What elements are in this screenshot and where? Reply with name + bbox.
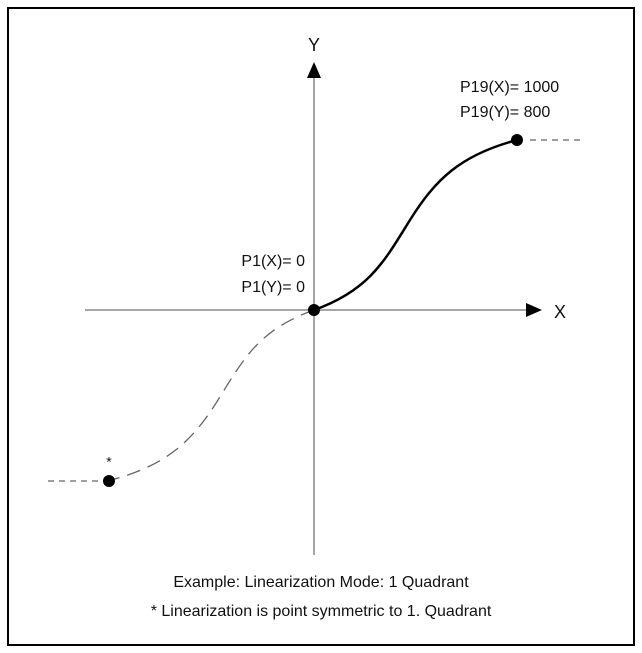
x-axis-label: X [554,302,566,322]
point-mirror [103,475,115,487]
point-label: P1(Y)= 0 [241,279,305,296]
caption: Example: Linearization Mode: 1 Quadrant [173,574,469,591]
asterisk: * [106,454,112,470]
point-label: P1(X)= 0 [241,253,305,270]
y-arrow [307,62,321,78]
point-p1 [308,304,320,316]
point-label: P19(X)= 1000 [460,79,559,96]
y-axis-label: Y [308,35,320,55]
curve [313,138,518,312]
frame [7,7,635,646]
caption: * Linearization is point symmetric to 1.… [151,603,492,620]
point-p19 [511,134,523,146]
point-label: P19(Y)= 800 [460,104,550,121]
x-arrow [526,303,542,317]
mirror-curve [110,309,315,481]
